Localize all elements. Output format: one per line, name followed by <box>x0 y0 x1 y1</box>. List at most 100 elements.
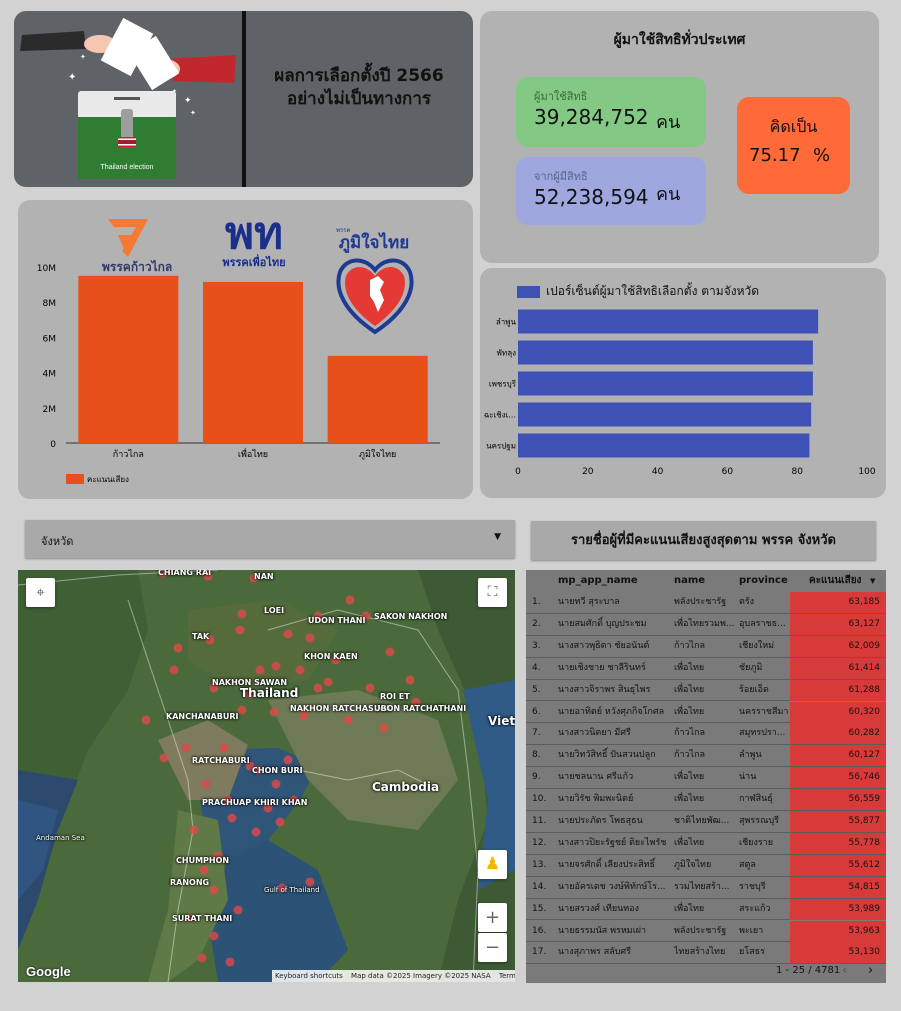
province-bar[interactable] <box>518 309 819 334</box>
province-marker[interactable] <box>271 779 281 789</box>
province-marker[interactable] <box>209 683 219 693</box>
province-marker[interactable] <box>271 661 281 671</box>
province-map[interactable]: CHIANG RAI NAN TAK UDON THANI SAKON NAKHON KH… <box>18 570 515 982</box>
province-filter-dropdown[interactable]: จังหวัด ▼ <box>25 520 515 558</box>
province-marker[interactable] <box>209 885 219 895</box>
province-marker[interactable] <box>201 779 211 789</box>
province-marker[interactable] <box>405 675 415 685</box>
dropdown-arrow-icon[interactable]: ▼ <box>494 532 501 542</box>
keyboard-shortcuts-link[interactable]: Keyboard shortcuts <box>275 972 343 980</box>
table-row[interactable]: 1. นายทวี สุระบาล พลังประชารัฐ ตรัง 63,185 <box>526 592 886 614</box>
table-row[interactable]: 12. นางสาวปิยะรัฐชย์ ติยะไพรัช เพื่อไทย เชี… <box>526 832 886 855</box>
province-marker[interactable] <box>189 825 199 835</box>
province-marker[interactable] <box>185 913 195 923</box>
sort-desc-icon[interactable]: ▼ <box>870 577 876 585</box>
table-row[interactable]: 4. นายเชิงชาย ชาลีรินทร์ เพื่อไทย ชัยภูมิ 61… <box>526 657 886 680</box>
table-row[interactable]: 2. นายสมศักดิ์ บุญประชม เพื่อไทยรวมพ... อุบ… <box>526 613 886 636</box>
province-marker[interactable] <box>411 697 421 707</box>
prev-page-icon[interactable]: ‹ <box>842 963 848 978</box>
province-marker[interactable] <box>251 827 261 837</box>
province-marker[interactable] <box>275 817 285 827</box>
province-marker[interactable] <box>237 705 247 715</box>
table-row[interactable]: 14. นายอัครเดช วงษ์พิทักษ์โร... รวมไทยสร้า… <box>526 876 886 899</box>
province-marker[interactable] <box>289 795 299 805</box>
province-marker[interactable] <box>365 683 375 693</box>
province-marker[interactable] <box>385 647 395 657</box>
province-marker[interactable] <box>263 803 273 813</box>
col-header-province[interactable]: province <box>739 575 788 586</box>
party-bar[interactable] <box>203 281 303 443</box>
province-bar[interactable] <box>518 402 812 427</box>
province-marker[interactable] <box>343 715 353 725</box>
province-marker[interactable] <box>295 665 305 675</box>
table-row[interactable]: 5. นางสาวจิราพร สินธุไพร เพื่อไทย ร้อยเอ็ด 6… <box>526 679 886 702</box>
province-marker[interactable] <box>235 625 245 635</box>
province-bar[interactable] <box>518 340 813 365</box>
province-marker[interactable] <box>223 795 233 805</box>
province-marker[interactable] <box>269 707 279 717</box>
province-marker[interactable] <box>159 753 169 763</box>
province-marker[interactable] <box>225 957 235 967</box>
table-row[interactable]: 6. นายอาทิตย์ หวังศุภกิจโกศล เพื่อไทย นครรา… <box>526 701 886 724</box>
province-markers[interactable] <box>18 570 515 982</box>
province-marker[interactable] <box>323 677 333 687</box>
table-row[interactable]: 17. นางสุภาพร สลับศรี ไทยสร้างไทย ยโสธร 53,1… <box>526 942 886 965</box>
table-row[interactable]: 7. นางสาวนิตยา มีศรี ก้าวไกล สมุทรปรา... 60,… <box>526 723 886 746</box>
street-view-pegman-icon[interactable]: ♟ <box>478 850 507 879</box>
col-header-party[interactable]: name <box>674 575 706 586</box>
table-row[interactable]: 10. นายวิรัช พิมพะนิตย์ เพื่อไทย กาฬสินธุ์ 5… <box>526 789 886 811</box>
province-marker[interactable] <box>283 755 293 765</box>
province-marker[interactable] <box>379 723 389 733</box>
province-marker[interactable] <box>331 655 341 665</box>
terms-link[interactable]: Terms <box>498 972 515 980</box>
location-button[interactable]: ⌖ <box>26 578 55 607</box>
province-marker[interactable] <box>158 570 168 578</box>
province-marker[interactable] <box>245 761 255 771</box>
province-marker[interactable] <box>219 743 229 753</box>
table-row[interactable]: 9. นายชลนาน ศรีแก้ว เพื่อไทย น่าน 56,746 <box>526 767 886 790</box>
province-marker[interactable] <box>253 765 263 775</box>
province-marker[interactable] <box>305 877 315 887</box>
province-bar[interactable] <box>518 371 813 396</box>
table-row[interactable]: 16. นายธรรมนัส พรหมเผ่า พลังประชารัฐ พะเยา 5… <box>526 920 886 943</box>
province-bar[interactable] <box>518 433 810 458</box>
table-row[interactable]: 15. นายสรวงศ์ เทียนทอง เพื่อไทย สระแก้ว 53,9… <box>526 898 886 921</box>
province-marker[interactable] <box>141 715 151 725</box>
province-marker[interactable] <box>233 905 243 915</box>
col-header-votes[interactable]: คะแนนเสียง <box>809 575 862 586</box>
table-row[interactable]: 3. นางสาวพุธิตา ชัยอนันต์ ก้าวไกล เชียงใหม่… <box>526 635 886 658</box>
province-marker[interactable] <box>283 629 293 639</box>
table-row[interactable]: 8. นายวิทวัสิทธิ์ ปันสวนปลูก ก้าวไกล ลำพูน 6… <box>526 745 886 768</box>
province-marker[interactable] <box>213 851 223 861</box>
party-bar[interactable] <box>327 355 428 443</box>
party-bar[interactable] <box>78 275 179 443</box>
province-marker[interactable] <box>203 571 213 581</box>
province-marker[interactable] <box>313 683 323 693</box>
province-marker[interactable] <box>169 665 179 675</box>
province-marker[interactable] <box>173 643 183 653</box>
y-tick-label: 0 <box>50 440 56 450</box>
province-marker[interactable] <box>277 883 287 893</box>
province-marker[interactable] <box>209 931 219 941</box>
province-marker[interactable] <box>227 813 237 823</box>
province-marker[interactable] <box>305 633 315 643</box>
table-row[interactable]: 13. นายจรศักดิ์ เลียงประสิทธิ์ ภูมิใจไทย สต… <box>526 854 886 877</box>
col-header-mp-name[interactable]: mp_app_name <box>558 575 638 586</box>
province-marker[interactable] <box>249 573 259 583</box>
next-page-icon[interactable]: › <box>868 963 874 978</box>
province-marker[interactable] <box>199 865 209 875</box>
province-marker[interactable] <box>245 689 255 699</box>
province-marker[interactable] <box>361 611 371 621</box>
province-marker[interactable] <box>255 665 265 675</box>
province-marker[interactable] <box>181 743 191 753</box>
province-marker[interactable] <box>205 635 215 645</box>
province-marker[interactable] <box>197 953 207 963</box>
zoom-in-button[interactable]: + <box>478 903 507 932</box>
province-marker[interactable] <box>299 711 309 721</box>
province-marker[interactable] <box>313 611 323 621</box>
province-marker[interactable] <box>345 595 355 605</box>
province-marker[interactable] <box>237 609 247 619</box>
table-row[interactable]: 11. นายประภัตร โพธสุธน ชาติไทยพัฒ... สุพรรณ… <box>526 811 886 833</box>
zoom-out-button[interactable]: − <box>478 933 507 962</box>
fullscreen-button[interactable]: ⛶ <box>478 578 507 607</box>
